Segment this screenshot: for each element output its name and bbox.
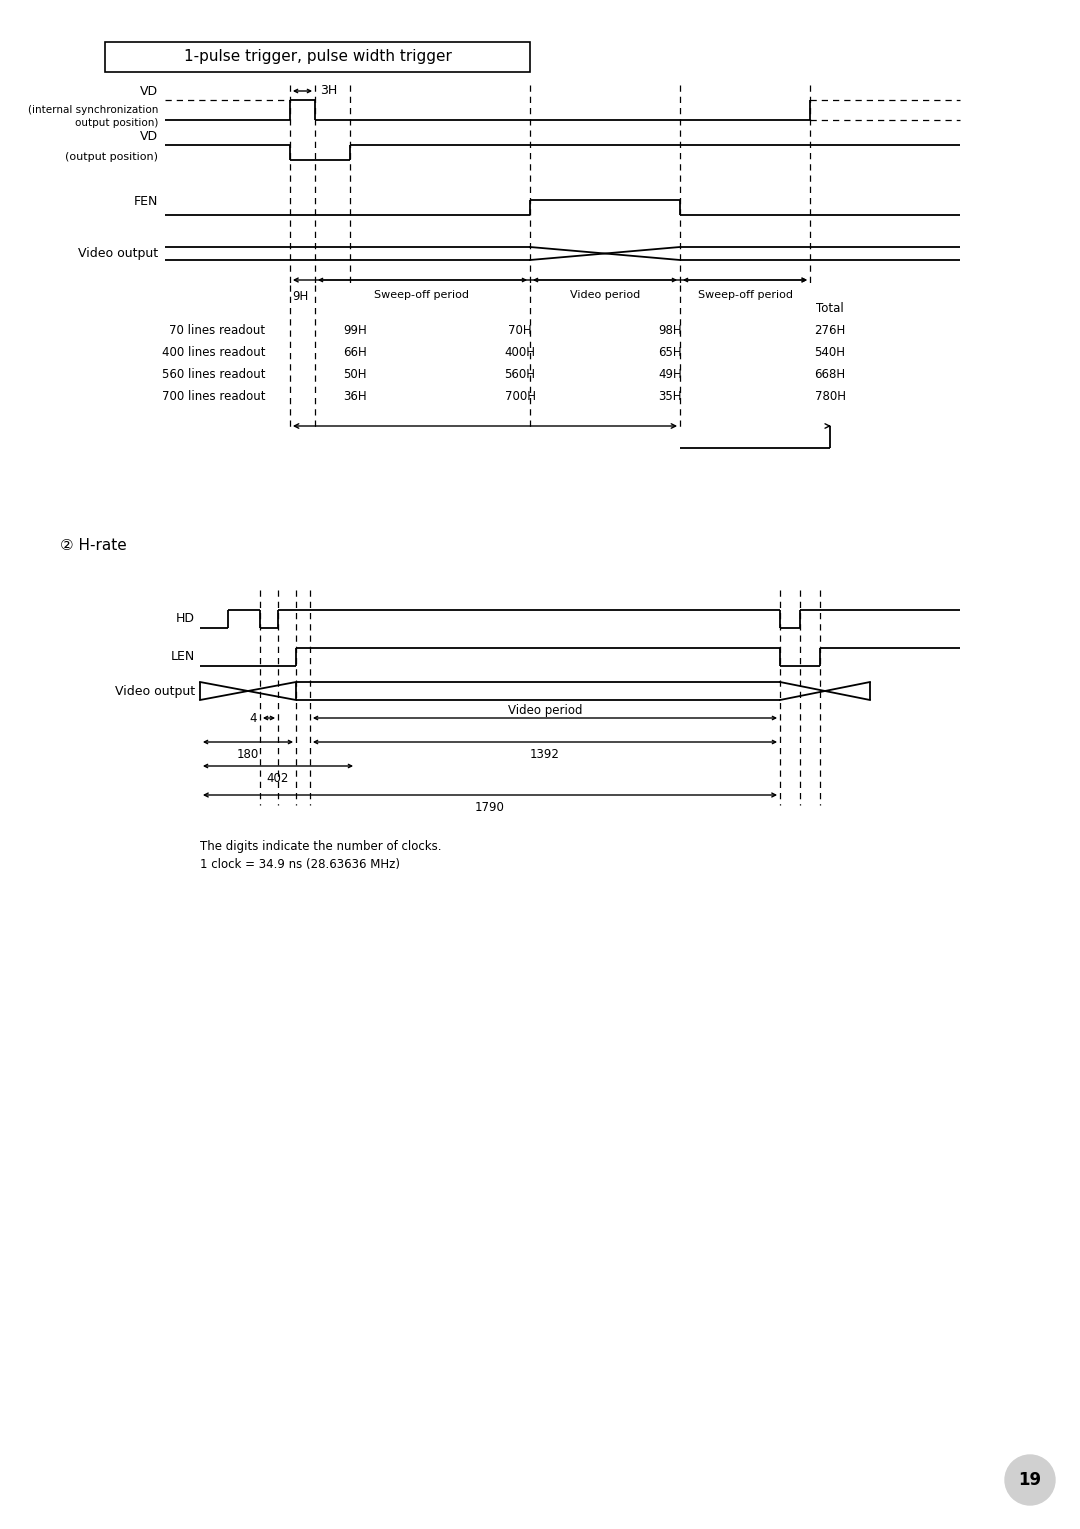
Text: (output position): (output position) <box>65 151 158 162</box>
Text: 700H: 700H <box>504 390 536 402</box>
Text: VD: VD <box>140 130 158 144</box>
Text: 1 clock = 34.9 ns (28.63636 MHz): 1 clock = 34.9 ns (28.63636 MHz) <box>200 858 400 872</box>
FancyBboxPatch shape <box>105 41 530 72</box>
Text: 9H: 9H <box>292 291 308 303</box>
Text: 1-pulse trigger, pulse width trigger: 1-pulse trigger, pulse width trigger <box>184 49 451 64</box>
Text: 4: 4 <box>249 711 257 725</box>
Text: Total: Total <box>816 301 843 315</box>
Text: ② H-rate: ② H-rate <box>60 538 126 552</box>
Text: 560H: 560H <box>504 367 536 381</box>
Text: Sweep-off period: Sweep-off period <box>375 291 470 300</box>
Text: 36H: 36H <box>343 390 367 402</box>
Text: 1392: 1392 <box>530 748 559 761</box>
Text: 70H: 70H <box>509 324 531 336</box>
Text: 98H: 98H <box>658 324 681 336</box>
Text: 70 lines readout: 70 lines readout <box>168 324 265 336</box>
Text: 66H: 66H <box>343 346 367 358</box>
Text: 50H: 50H <box>343 367 367 381</box>
Text: output position): output position) <box>75 118 158 128</box>
Text: Video output: Video output <box>114 685 195 697</box>
Text: 180: 180 <box>237 748 259 761</box>
Text: Video period: Video period <box>508 703 582 717</box>
Text: Video period: Video period <box>570 291 640 300</box>
Text: 65H: 65H <box>658 346 681 358</box>
Text: 560 lines readout: 560 lines readout <box>162 367 265 381</box>
Text: 49H: 49H <box>658 367 681 381</box>
Text: Video output: Video output <box>78 246 158 260</box>
Circle shape <box>1005 1456 1055 1505</box>
Text: (internal synchronization: (internal synchronization <box>28 106 158 115</box>
Text: 540H: 540H <box>814 346 846 358</box>
Text: 700 lines readout: 700 lines readout <box>162 390 265 402</box>
Text: 400H: 400H <box>504 346 536 358</box>
Text: 402: 402 <box>267 772 289 784</box>
Text: 99H: 99H <box>343 324 367 336</box>
Text: 668H: 668H <box>814 367 846 381</box>
Text: 400 lines readout: 400 lines readout <box>162 346 265 358</box>
Text: 35H: 35H <box>658 390 681 402</box>
Text: 1790: 1790 <box>475 801 505 813</box>
Text: Sweep-off period: Sweep-off period <box>698 291 793 300</box>
Text: LEN: LEN <box>171 650 195 664</box>
Text: HD: HD <box>176 613 195 625</box>
Text: 780H: 780H <box>814 390 846 402</box>
Text: 3H: 3H <box>320 84 337 98</box>
Text: The digits indicate the number of clocks.: The digits indicate the number of clocks… <box>200 839 442 853</box>
Text: FEN: FEN <box>134 196 158 208</box>
Text: 276H: 276H <box>814 324 846 336</box>
Text: 19: 19 <box>1018 1471 1041 1489</box>
Text: VD: VD <box>140 86 158 98</box>
